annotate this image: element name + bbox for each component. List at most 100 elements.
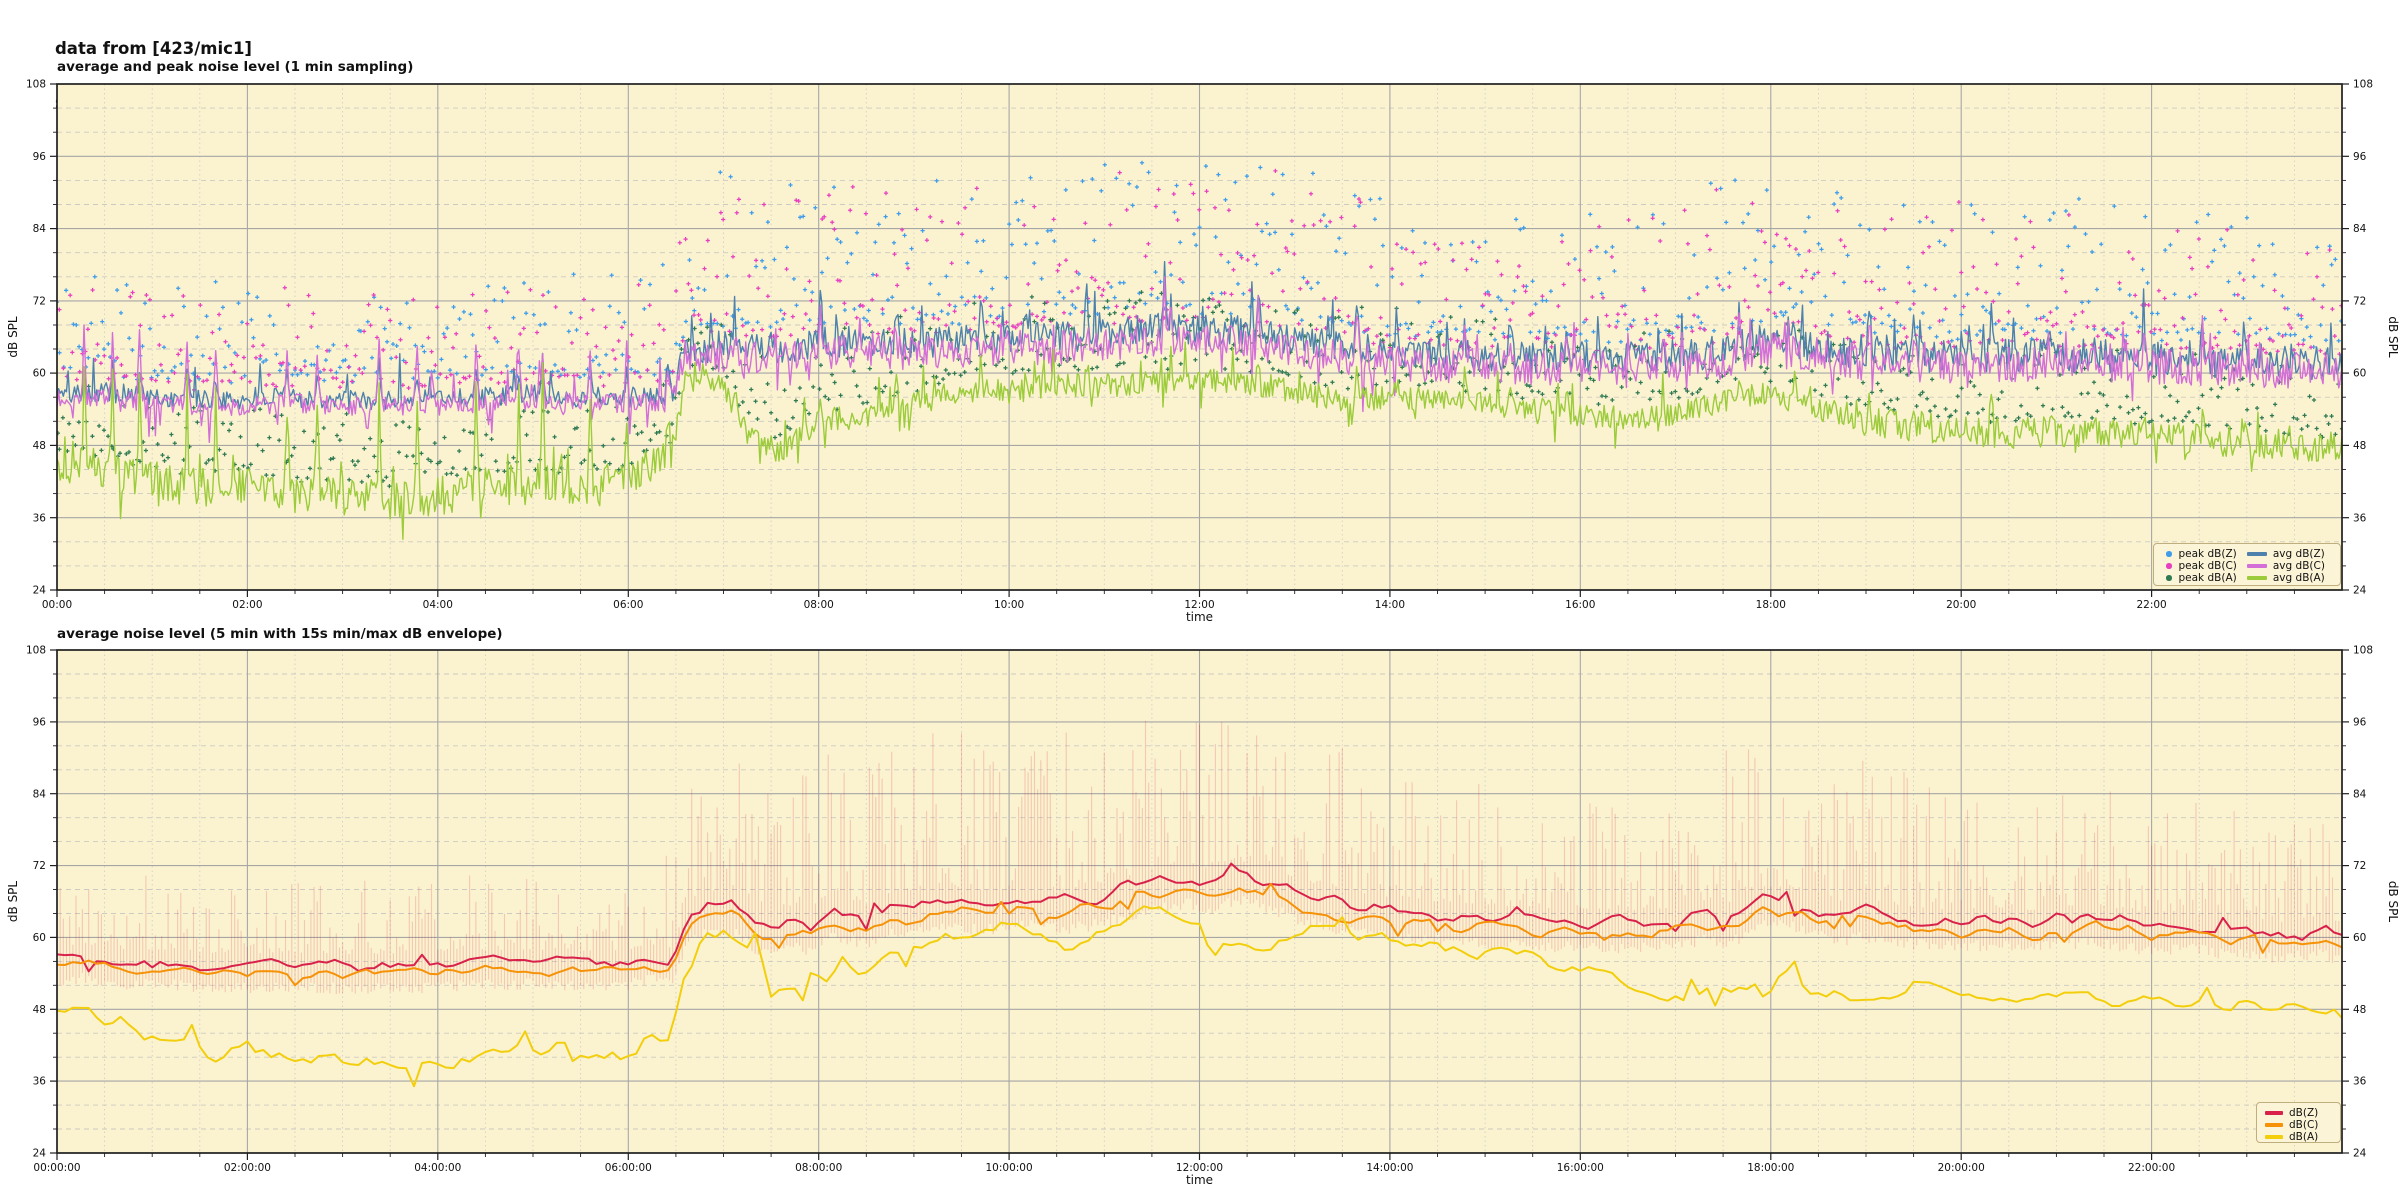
y-axis-label-left: dB SPL — [6, 881, 20, 923]
chart1-ticks — [50, 83, 2349, 597]
chart2-series — [57, 720, 2342, 1088]
x-tick-label: 06:00 — [613, 599, 643, 611]
chart2-tick-labels: 24 24 36 36 48 48 60 60 72 72 84 84 96 96 108 108 00:00:… — [26, 645, 2373, 1174]
peak-dbc-marker-icon — [2166, 563, 2172, 569]
y-tick-label: 36 — [2353, 512, 2367, 524]
legend-item-avg-dbc: avg dB(C) — [2246, 560, 2325, 572]
legend-label: dB(A) — [2289, 1131, 2319, 1143]
chart1-legend-line-column: avg dB(Z) avg dB(C) avg dB(A) — [2246, 548, 2325, 584]
y-tick-label: 36 — [33, 512, 47, 524]
x-tick-label: 08:00:00 — [795, 1162, 842, 1174]
line-avgA — [57, 341, 2342, 540]
y-tick-label: 96 — [33, 151, 47, 163]
chart1-xaxis-label: time — [1185, 610, 1214, 624]
x-tick-label: 20:00:00 — [1938, 1162, 1985, 1174]
legend-item-dba: dB(A) — [2265, 1131, 2318, 1143]
x-tick-label: 14:00 — [1375, 599, 1405, 611]
y-tick-label: 24 — [2353, 585, 2367, 597]
legend-item-dbz: dB(Z) — [2265, 1107, 2318, 1119]
y-tick-label: 108 — [26, 79, 46, 91]
chart2-legend: dB(Z) dB(C) dB(A) — [2256, 1102, 2341, 1143]
line-dBZ — [57, 862, 2342, 973]
chart2-legend-column: dB(Z) dB(C) dB(A) — [2265, 1107, 2318, 1143]
chart2-grid — [57, 650, 2342, 1153]
x-tick-label: 02:00 — [232, 599, 262, 611]
y-tick-label: 84 — [2353, 788, 2367, 800]
legend-item-peak-dbc: peak dB(C) — [2162, 560, 2237, 572]
y-tick-label: 60 — [2353, 368, 2366, 380]
y-tick-label: 108 — [26, 645, 46, 657]
line-dBA — [57, 905, 2342, 1088]
avg-dbc-line-icon — [2246, 564, 2267, 568]
y-axis-label-right: dB SPL — [2386, 316, 2400, 358]
legend-label: avg dB(A) — [2272, 572, 2325, 584]
legend-label: avg dB(C) — [2272, 560, 2325, 572]
y-tick-label: 84 — [33, 788, 47, 800]
y-tick-label: 108 — [2353, 79, 2373, 91]
y-tick-label: 24 — [33, 1148, 47, 1160]
legend-item-avg-dba: avg dB(A) — [2246, 572, 2325, 584]
legend-label: peak dB(Z) — [2178, 548, 2237, 560]
x-tick-label: 12:00 — [1184, 599, 1214, 611]
y-tick-label: 72 — [33, 860, 46, 872]
legend-label: peak dB(C) — [2178, 560, 2237, 572]
x-tick-label: 10:00 — [994, 599, 1024, 611]
chart2-ticks — [50, 649, 2349, 1160]
x-tick-label: 00:00:00 — [33, 1162, 80, 1174]
y-tick-label: 24 — [33, 585, 47, 597]
legend-item-peak-dbz: peak dB(Z) — [2162, 548, 2237, 560]
y-tick-label: 108 — [2353, 645, 2373, 657]
chart1-legend-scatter-column: peak dB(Z) peak dB(C) peak dB(A) — [2162, 548, 2237, 584]
y-tick-label: 72 — [2353, 296, 2366, 308]
chart1-title: average and peak noise level (1 min samp… — [57, 59, 414, 75]
y-tick-label: 48 — [2353, 440, 2366, 452]
chart2-title: average noise level (5 min with 15s min/… — [57, 626, 503, 642]
y-tick-label: 48 — [33, 1004, 46, 1016]
chart1-grid — [57, 84, 2342, 590]
x-tick-label: 00:00 — [42, 599, 72, 611]
y-axis-label-right: dB SPL — [2386, 881, 2400, 923]
x-tick-label: 18:00 — [1756, 599, 1786, 611]
line-avgC — [57, 276, 2342, 443]
x-tick-label: 14:00:00 — [1366, 1162, 1413, 1174]
x-tick-label: 20:00 — [1946, 599, 1976, 611]
peak-dba-marker-icon — [2166, 575, 2172, 581]
legend-label: dB(Z) — [2289, 1107, 2319, 1119]
y-tick-label: 36 — [33, 1076, 47, 1088]
x-tick-label: 02:00:00 — [224, 1162, 271, 1174]
x-tick-label: 10:00:00 — [986, 1162, 1033, 1174]
y-tick-label: 84 — [2353, 223, 2367, 235]
y-tick-label: 48 — [33, 440, 46, 452]
x-tick-label: 04:00:00 — [414, 1162, 461, 1174]
y-tick-label: 60 — [33, 932, 46, 944]
dbz-line-icon — [2265, 1111, 2283, 1115]
x-tick-label: 04:00 — [423, 599, 453, 611]
x-tick-label: 22:00:00 — [2128, 1162, 2175, 1174]
peak-dbz-marker-icon — [2166, 551, 2172, 557]
x-tick-label: 16:00:00 — [1557, 1162, 1604, 1174]
legend-label: peak dB(A) — [2178, 572, 2237, 584]
x-tick-label: 18:00:00 — [1747, 1162, 1794, 1174]
y-tick-label: 72 — [33, 296, 46, 308]
scatter-peakA — [57, 290, 2342, 489]
legend-item-dbc: dB(C) — [2265, 1119, 2318, 1131]
legend-item-peak-dba: peak dB(A) — [2162, 572, 2237, 584]
avg-dba-line-icon — [2246, 576, 2267, 580]
chart1-series — [57, 160, 2342, 540]
x-tick-label: 22:00 — [2136, 599, 2166, 611]
line-avgZ — [57, 261, 2342, 412]
line-dBC — [57, 882, 2342, 987]
y-tick-label: 36 — [2353, 1076, 2367, 1088]
chart1-tick-labels: 24 24 36 36 48 48 60 60 72 72 84 84 96 96 108 108 00:00 0… — [26, 79, 2373, 611]
avg-dbz-line-icon — [2246, 552, 2267, 556]
chart1: 24 24 36 36 48 48 60 60 72 72 84 84 96 96 108 108 00:00 0… — [6, 79, 2400, 611]
legend-label: dB(C) — [2289, 1119, 2319, 1131]
x-tick-label: 08:00 — [804, 599, 834, 611]
chart1-legend: peak dB(Z) peak dB(C) peak dB(A) avg dB(… — [2153, 543, 2341, 586]
legend-label: avg dB(Z) — [2272, 548, 2325, 560]
y-tick-label: 60 — [33, 368, 46, 380]
y-tick-label: 24 — [2353, 1148, 2367, 1160]
x-tick-label: 06:00:00 — [605, 1162, 652, 1174]
chart2-xaxis-label: time — [1185, 1173, 1214, 1187]
